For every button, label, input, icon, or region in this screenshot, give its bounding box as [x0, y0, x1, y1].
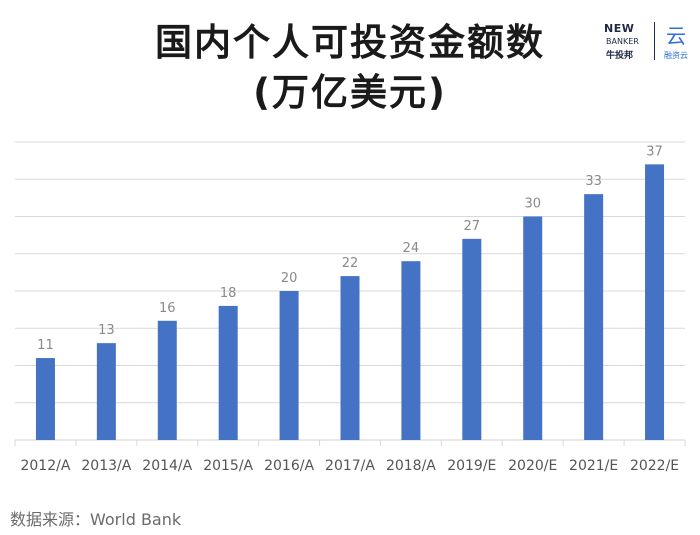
data-label: 30 — [524, 197, 541, 212]
bar — [279, 291, 299, 440]
x-tick-label: 2014/A — [142, 458, 192, 474]
data-label: 16 — [159, 301, 176, 316]
bar — [462, 238, 482, 440]
data-label: 24 — [403, 241, 420, 256]
x-tick-label: 2020/E — [508, 458, 557, 474]
logo-separator — [654, 22, 655, 60]
bar — [401, 261, 421, 440]
x-tick-label: 2016/A — [264, 458, 314, 474]
logo-partner-cn: 融资云 — [664, 51, 688, 60]
logo-brand-cn: 牛投邦 — [606, 51, 634, 61]
bar — [35, 358, 55, 440]
data-label: 27 — [464, 219, 481, 234]
x-tick-label: 2021/E — [569, 458, 618, 474]
x-tick-label: 2013/A — [81, 458, 131, 474]
x-tick-label: 2019/E — [447, 458, 496, 474]
source-note: 数据来源：World Bank — [10, 510, 182, 529]
data-label: 22 — [342, 256, 359, 271]
data-label: 18 — [220, 286, 237, 301]
bar — [218, 305, 238, 440]
bar — [584, 194, 604, 440]
data-label: 11 — [37, 338, 54, 353]
x-tick-label: 2022/E — [630, 458, 679, 474]
logo-brand: NEW — [604, 22, 635, 35]
data-label: 37 — [646, 144, 663, 159]
data-label: 33 — [585, 174, 602, 189]
x-tick-label: 2018/A — [386, 458, 436, 474]
brand-logo: NEW BANKER 牛投邦 云 融资云 — [604, 20, 694, 64]
chart-title-line1: 国内个人可投资金额数 — [155, 21, 545, 64]
logo-brand-sub: BANKER — [606, 37, 639, 46]
x-tick-label: 2012/A — [20, 458, 70, 474]
x-tick-label: 2017/A — [325, 458, 375, 474]
bar-chart: 11 2012/A 13 2013/A 16 2014/A 18 2015/A 20 2016/A… — [14, 141, 686, 474]
bar — [157, 320, 177, 440]
bar — [645, 164, 665, 440]
cloud-logo-icon: 云 — [666, 24, 686, 48]
data-label: 20 — [281, 271, 298, 286]
data-label: 13 — [98, 323, 115, 338]
bar — [340, 276, 360, 440]
bar — [523, 216, 543, 440]
bar — [96, 343, 116, 440]
x-tick-label: 2015/A — [203, 458, 253, 474]
chart-title-line2: (万亿美元) — [253, 71, 447, 114]
